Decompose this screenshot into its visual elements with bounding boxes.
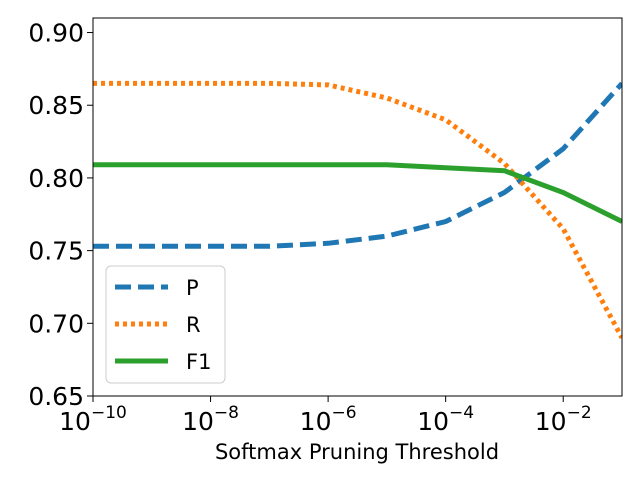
y-tick-label: 0.65 xyxy=(28,382,84,411)
x-tick-base: 10 xyxy=(535,407,567,436)
series-line-r xyxy=(93,80,622,339)
legend-label-f1: F1 xyxy=(186,350,211,374)
x-tick-exponent: −2 xyxy=(567,403,592,423)
x-tick-exponent: −6 xyxy=(331,403,356,423)
series-layer xyxy=(93,80,622,339)
legend: PR F1 xyxy=(105,265,226,384)
plot-frame xyxy=(92,17,623,397)
x-tick-label: 10−2 xyxy=(535,403,592,436)
y-tick-label: 0.85 xyxy=(28,91,84,120)
x-tick-label: 10−4 xyxy=(417,403,474,436)
x-tick-base: 10 xyxy=(300,407,332,436)
y-tick-label: 0.80 xyxy=(28,164,84,193)
x-tick-exponent: −4 xyxy=(449,403,474,423)
x-tick-label: 10−10 xyxy=(59,403,127,436)
y-tick-label: 0.70 xyxy=(28,309,84,338)
x-tick-label: 10−8 xyxy=(182,403,239,436)
x-axis-title: Softmax Pruning Threshold xyxy=(215,440,499,464)
series-line-p xyxy=(93,81,622,249)
x-tick-base: 10 xyxy=(182,407,214,436)
x-axis: 10−10 10−8 10−6 10−4 10−2 xyxy=(59,396,592,436)
legend-label-p: P xyxy=(186,276,199,300)
x-tick-label: 10−6 xyxy=(300,403,357,436)
x-tick-exponent: −8 xyxy=(214,403,239,423)
legend-label-r: R xyxy=(186,313,201,337)
y-tick-label: 0.75 xyxy=(28,237,84,266)
y-tick-label: 0.90 xyxy=(28,19,84,48)
y-axis: 0.65 0.70 0.75 0.80 0.85 0.90 xyxy=(28,19,93,411)
x-tick-exponent: −10 xyxy=(91,403,127,423)
x-tick-base: 10 xyxy=(59,407,91,436)
series-line-f1 xyxy=(93,162,622,224)
x-tick-base: 10 xyxy=(417,407,449,436)
